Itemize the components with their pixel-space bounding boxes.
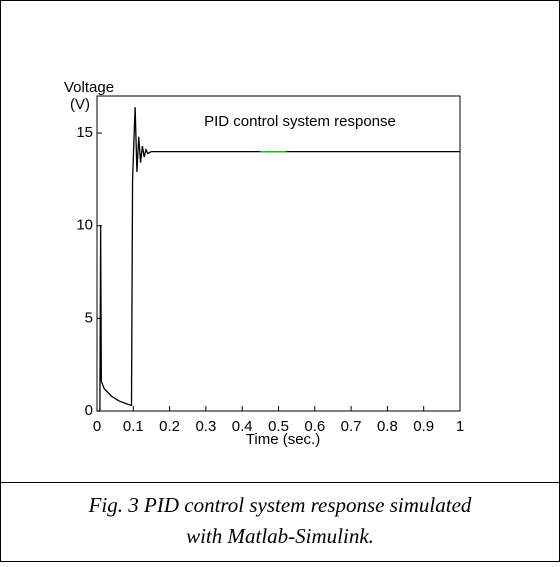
- x-tick-label: 0.3: [195, 418, 216, 435]
- x-tick-label: 0.9: [413, 418, 434, 435]
- y-axis-label: Voltage: [64, 79, 114, 96]
- y-axis-label: (V): [70, 96, 90, 113]
- x-tick-label: 0.7: [341, 418, 362, 435]
- x-tick-label: 0: [93, 418, 101, 435]
- y-tick-label: 10: [76, 217, 93, 234]
- x-tick-label: 0.8: [377, 418, 398, 435]
- caption: with Matlab-Simulink.: [186, 524, 374, 548]
- x-tick-label: 0.6: [304, 418, 325, 435]
- x-tick-label: 0.5: [268, 418, 289, 435]
- x-tick-label: 1: [456, 418, 464, 435]
- x-tick-label: 0.1: [123, 418, 144, 435]
- caption: Fig. 3 PID control system response simul…: [88, 493, 472, 517]
- y-tick-label: 15: [76, 124, 93, 141]
- x-axis-label: Time (sec.): [246, 431, 320, 448]
- x-tick-label: 0.4: [232, 418, 253, 435]
- y-tick-label: 5: [85, 309, 93, 326]
- data-line: [97, 107, 460, 412]
- y-tick-label: 0: [85, 402, 93, 419]
- chart-title: PID control system response: [204, 113, 396, 130]
- x-tick-label: 0.2: [159, 418, 180, 435]
